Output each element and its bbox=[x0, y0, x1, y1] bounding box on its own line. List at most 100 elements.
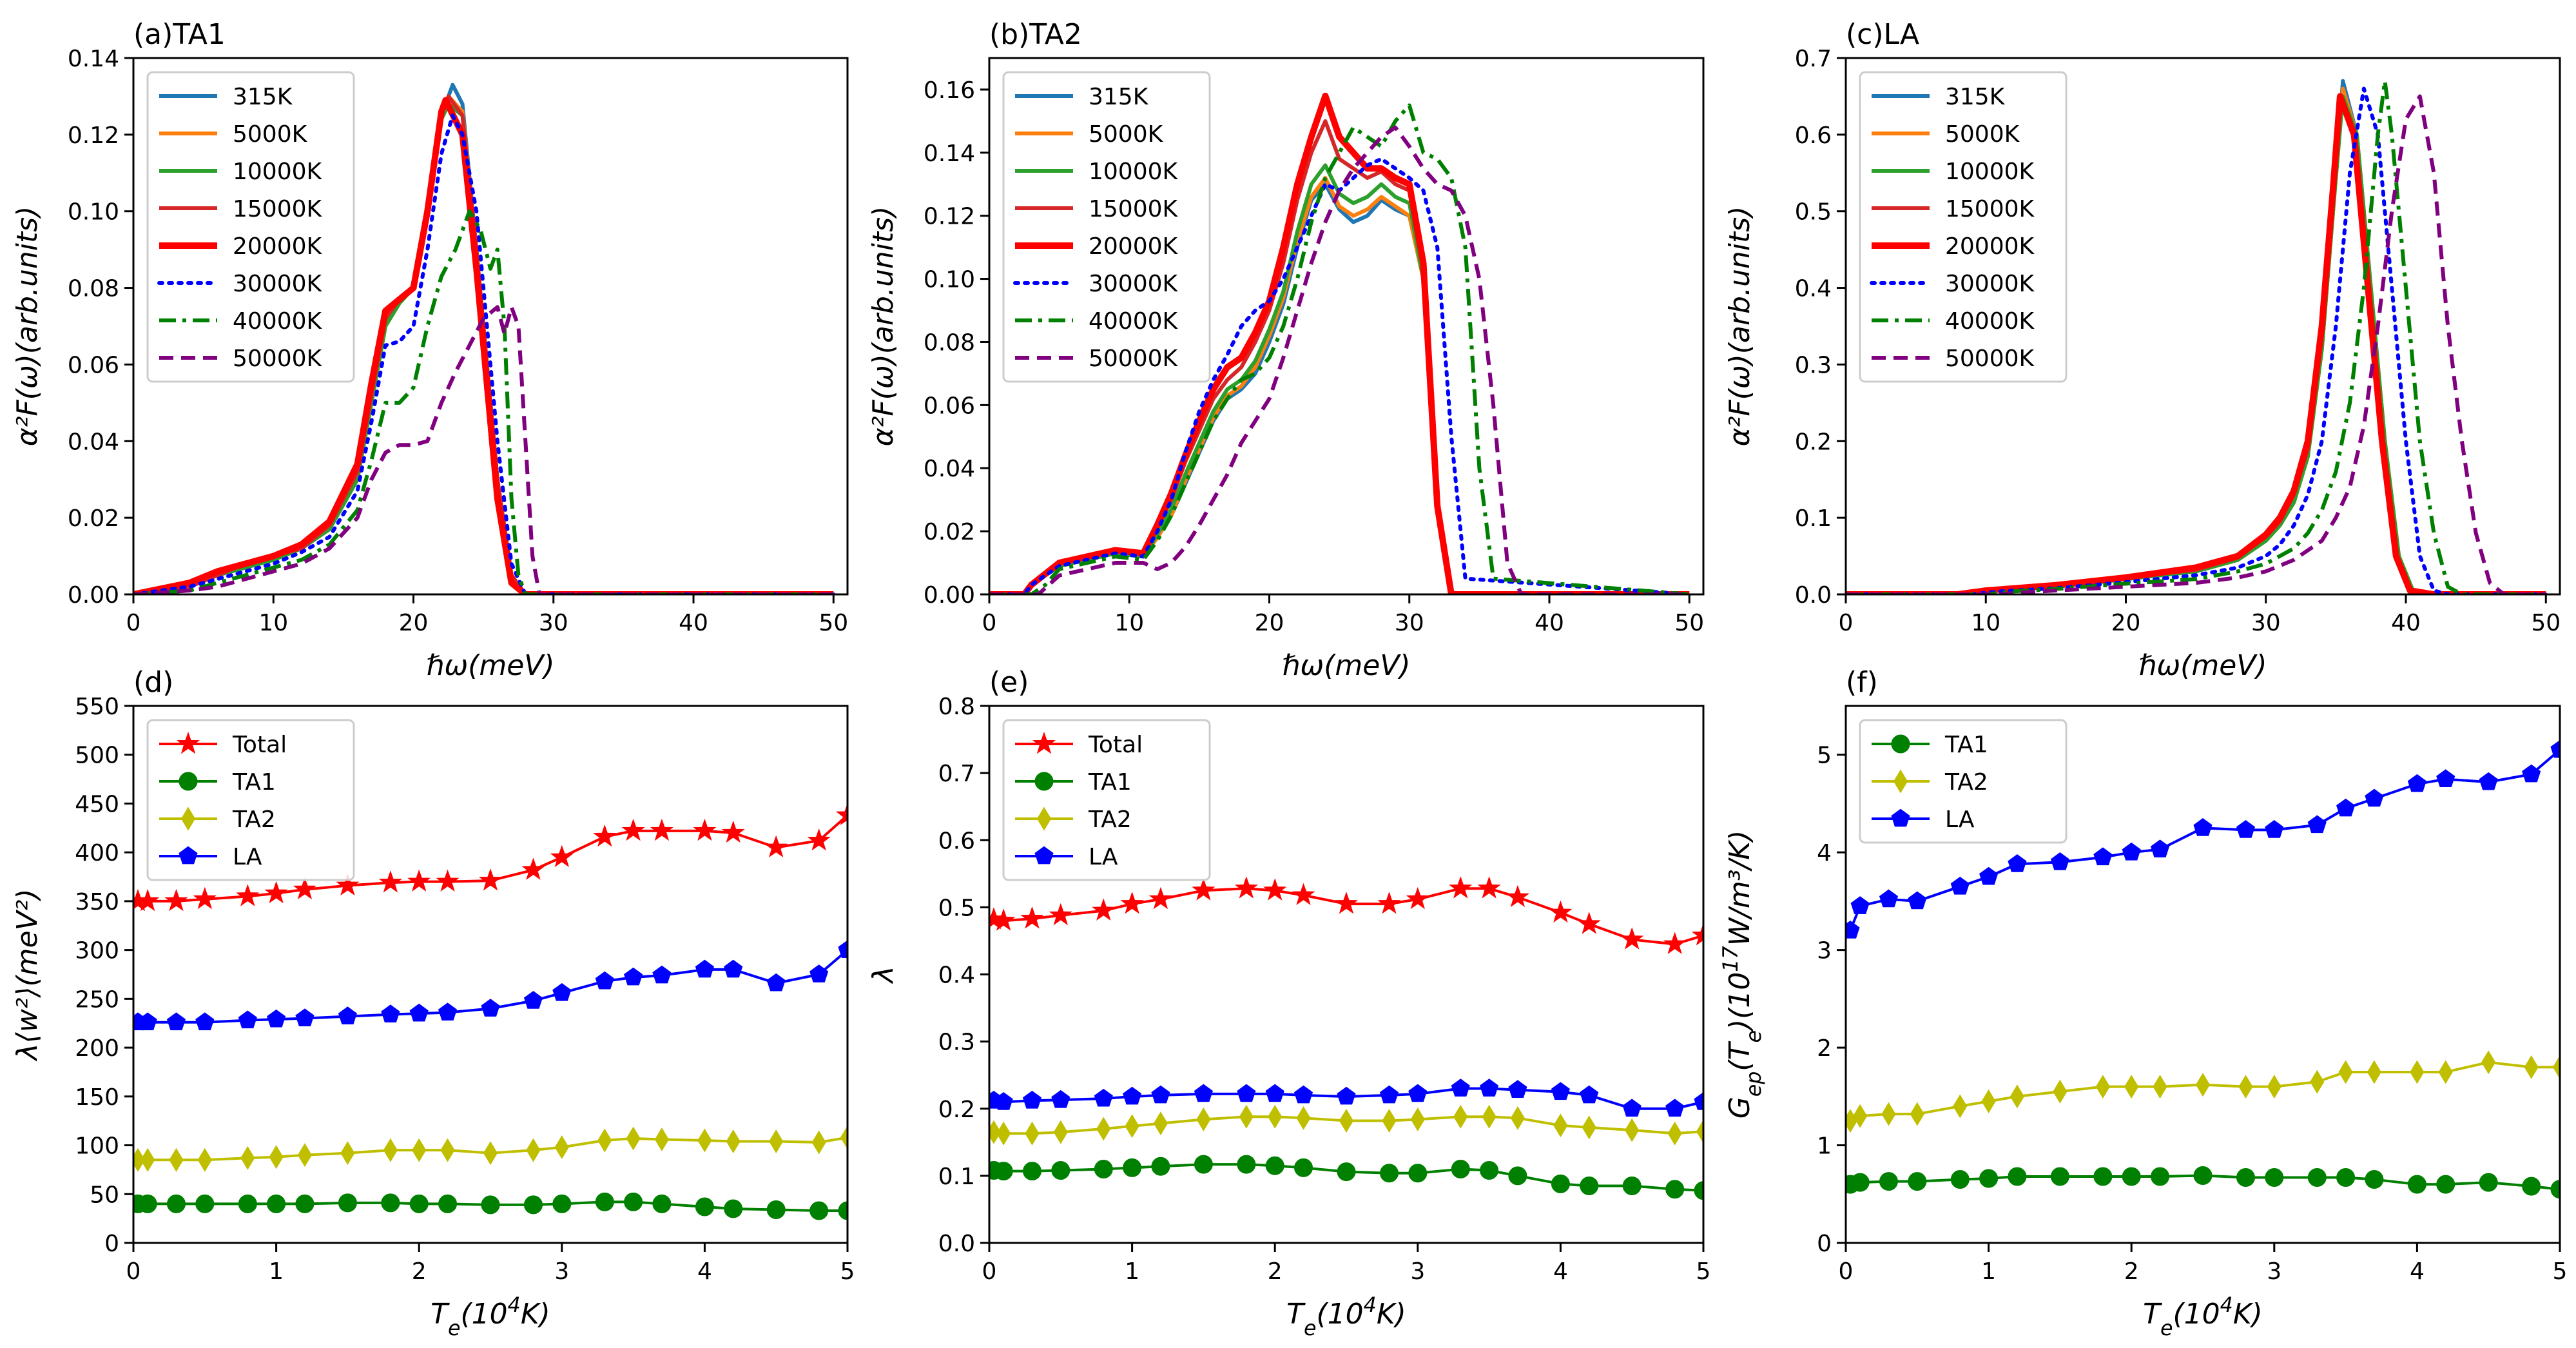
data-point-ta2-12 bbox=[526, 1138, 541, 1162]
y-tick-label: 3 bbox=[1817, 938, 1832, 964]
data-point-la-12 bbox=[2236, 820, 2256, 838]
y-axis-label: Gep(Te)(1017W/m³/K) bbox=[1719, 830, 1766, 1119]
data-point-total-10 bbox=[436, 869, 460, 892]
legend-marker-la bbox=[1034, 846, 1054, 864]
data-point-ta2-4 bbox=[1953, 1094, 1968, 1118]
y-tick-label: 0.10 bbox=[924, 267, 975, 293]
series-line-ta1 bbox=[993, 1163, 1703, 1192]
legend-label-30000k: 30000K bbox=[233, 271, 323, 297]
data-point-la-15 bbox=[624, 967, 643, 986]
y-tick-label: 0.3 bbox=[938, 1030, 975, 1056]
plot-area bbox=[1846, 79, 2548, 594]
y-tick-label: 0 bbox=[1817, 1231, 1832, 1257]
data-point-la-19 bbox=[766, 973, 786, 991]
data-point-ta2-10 bbox=[2153, 1075, 2167, 1099]
y-tick-label: 0.2 bbox=[938, 1097, 975, 1123]
legend: TA1 TA2 LA bbox=[1859, 719, 2068, 844]
y-tick-label: 250 bbox=[75, 986, 119, 1013]
data-point-ta2-15 bbox=[626, 1126, 641, 1151]
y-tick-label: 0.7 bbox=[938, 761, 975, 787]
series-line-total bbox=[137, 814, 847, 903]
data-point-ta1-16 bbox=[1508, 1166, 1527, 1186]
data-point-la-16 bbox=[1508, 1080, 1527, 1098]
data-point-total-12 bbox=[521, 857, 545, 880]
data-point-la-5 bbox=[267, 1009, 286, 1028]
data-point-ta2-19 bbox=[1625, 1118, 1640, 1142]
data-point-ta1-2 bbox=[1879, 1172, 1898, 1191]
axes-frame bbox=[1845, 705, 2561, 1244]
x-tick-label: 50 bbox=[1674, 610, 1704, 636]
data-point-total-9 bbox=[407, 869, 431, 892]
data-point-total-6 bbox=[1148, 886, 1173, 910]
y-tick-label: 0.00 bbox=[68, 582, 119, 609]
data-point-la-18 bbox=[724, 959, 743, 978]
data-point-total-15 bbox=[621, 818, 645, 841]
data-point-la-13 bbox=[1408, 1084, 1428, 1102]
y-tick-label: 0.14 bbox=[68, 46, 119, 72]
legend-label-10000k: 10000K bbox=[1089, 159, 1179, 185]
y-axis-label: λ bbox=[867, 966, 900, 984]
chart-panel-2: 0 10 20 30 40 50 0.00 0.02 0.04 0.06 0.08 0.10 0.12 0… bbox=[867, 18, 1705, 682]
data-point-ta2-17 bbox=[1553, 1113, 1568, 1138]
y-axis-label: α²F(ω)(arb.units) bbox=[867, 206, 900, 447]
series-line-ta2 bbox=[137, 1136, 847, 1162]
legend-label-5000k: 5000K bbox=[1089, 121, 1164, 148]
x-tick-label: 5 bbox=[2553, 1258, 2568, 1285]
legend: 315K 5000K 10000K 15000K 20000K 30000K 40000K 5… bbox=[1002, 71, 1211, 383]
data-point-la-6 bbox=[1151, 1085, 1170, 1104]
legend-label-5000k: 5000K bbox=[1945, 121, 2020, 148]
legend-label-10000k: 10000K bbox=[233, 159, 323, 185]
data-point-ta2-7 bbox=[340, 1141, 355, 1166]
data-point-ta2-16 bbox=[654, 1127, 670, 1151]
x-tick-label: 1 bbox=[269, 1258, 284, 1285]
x-tick-label: 1 bbox=[1981, 1258, 1996, 1285]
data-point-la-1 bbox=[994, 1092, 1013, 1110]
data-point-la-15 bbox=[2336, 798, 2356, 817]
data-point-ta1-10 bbox=[438, 1194, 458, 1213]
data-point-ta2-17 bbox=[697, 1128, 712, 1153]
data-point-ta1-1 bbox=[138, 1194, 157, 1213]
data-point-la-10 bbox=[1293, 1085, 1313, 1104]
data-point-la-1 bbox=[1850, 896, 1870, 914]
data-point-ta1-5 bbox=[1979, 1169, 1999, 1188]
data-point-la-6 bbox=[295, 1008, 315, 1027]
panel-label: (b)TA2 bbox=[989, 18, 1082, 51]
data-point-ta1-15 bbox=[2336, 1168, 2356, 1187]
y-tick-label: 0.12 bbox=[924, 204, 975, 230]
series-line-20000k bbox=[1846, 93, 2546, 594]
x-tick-label: 5 bbox=[1696, 1258, 1711, 1285]
legend-label-ta1: TA1 bbox=[1944, 732, 1988, 758]
y-tick-label: 0.4 bbox=[938, 962, 975, 989]
data-point-la-10 bbox=[2150, 839, 2170, 858]
axes-frame bbox=[1845, 57, 2561, 596]
data-point-la-5 bbox=[1123, 1086, 1142, 1105]
data-point-ta2-3 bbox=[197, 1148, 212, 1172]
data-point-ta1-21 bbox=[1694, 1181, 1703, 1200]
data-point-ta1-13 bbox=[1408, 1164, 1428, 1183]
data-point-ta2-6 bbox=[2009, 1084, 2025, 1109]
data-point-total-13 bbox=[550, 845, 574, 868]
data-point-la-8 bbox=[1237, 1084, 1256, 1102]
data-point-total-21 bbox=[1691, 923, 1703, 946]
x-tick-label: 0 bbox=[126, 610, 141, 636]
axes-frame bbox=[132, 705, 849, 1244]
y-tick-label: 200 bbox=[75, 1035, 119, 1062]
x-axis-label: ℏω(meV) bbox=[426, 649, 554, 682]
y-tick-label: 300 bbox=[75, 938, 119, 964]
data-point-la-7 bbox=[338, 1006, 357, 1025]
data-point-la-21 bbox=[1694, 1092, 1703, 1110]
data-point-ta1-3 bbox=[195, 1194, 215, 1213]
data-point-ta1-19 bbox=[2479, 1173, 2498, 1192]
data-point-ta1-20 bbox=[2522, 1177, 2541, 1196]
legend-label-315k: 315K bbox=[233, 84, 293, 110]
data-point-ta1-12 bbox=[1379, 1164, 1399, 1183]
y-tick-label: 5 bbox=[1817, 743, 1832, 769]
data-point-ta1-9 bbox=[2122, 1167, 2141, 1186]
plot-area bbox=[989, 92, 1692, 594]
x-tick-label: 10 bbox=[1971, 610, 2000, 636]
data-point-ta2-8 bbox=[383, 1138, 398, 1162]
x-tick-label: 2 bbox=[412, 1258, 427, 1285]
y-tick-label: 0.02 bbox=[68, 505, 119, 532]
data-point-total-19 bbox=[764, 835, 788, 857]
legend-label-315k: 315K bbox=[1089, 84, 1149, 110]
